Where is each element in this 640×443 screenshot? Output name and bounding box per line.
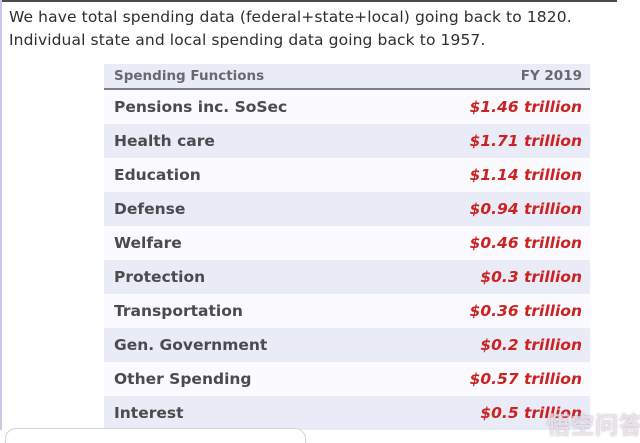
row-label: Welfare — [114, 234, 182, 252]
row-label: Transportation — [114, 302, 243, 320]
row-value: $0.5 trillion — [480, 404, 582, 422]
spending-table: Spending Functions FY 2019 Pensions inc.… — [104, 64, 590, 430]
cropped-panel-edge — [5, 428, 306, 443]
intro-line-1: We have total spending data (federal+sta… — [9, 8, 572, 26]
row-label: Gen. Government — [114, 336, 268, 354]
table-row: Transportation $0.36 trillion — [104, 294, 590, 328]
row-value: $0.36 trillion — [469, 302, 582, 320]
table-row: Protection $0.3 trillion — [104, 260, 590, 294]
table-row: Other Spending $0.57 trillion — [104, 362, 590, 396]
row-value: $0.94 trillion — [469, 200, 582, 218]
row-value: $0.3 trillion — [480, 268, 582, 286]
row-label: Interest — [114, 404, 184, 422]
table-row: Defense $0.94 trillion — [104, 192, 590, 226]
row-label: Education — [114, 166, 201, 184]
row-value: $0.57 trillion — [469, 370, 582, 388]
row-label: Protection — [114, 268, 206, 286]
table-row: Gen. Government $0.2 trillion — [104, 328, 590, 362]
content-block-left-border — [0, 0, 2, 430]
table-row: Education $1.14 trillion — [104, 158, 590, 192]
row-label: Pensions inc. SoSec — [114, 98, 288, 116]
row-value: $1.14 trillion — [469, 166, 582, 184]
table-row: Interest $0.5 trillion — [104, 396, 590, 430]
intro-text: We have total spending data (federal+sta… — [9, 6, 624, 52]
row-label: Health care — [114, 132, 215, 150]
row-label: Other Spending — [114, 370, 252, 388]
row-value: $1.71 trillion — [469, 132, 582, 150]
row-value: $1.46 trillion — [469, 98, 582, 116]
table-row: Health care $1.71 trillion — [104, 124, 590, 158]
table-body: Pensions inc. SoSec $1.46 trillion Healt… — [104, 90, 590, 430]
table-row: Pensions inc. SoSec $1.46 trillion — [104, 90, 590, 124]
content-block-top-border — [0, 0, 617, 2]
column-header-fy2019: FY 2019 — [520, 68, 582, 84]
row-value: $0.46 trillion — [469, 234, 582, 252]
row-label: Defense — [114, 200, 186, 218]
row-value: $0.2 trillion — [480, 336, 582, 354]
column-header-spending-functions: Spending Functions — [114, 68, 265, 84]
table-header-row: Spending Functions FY 2019 — [104, 64, 590, 90]
intro-line-2: Individual state and local spending data… — [9, 31, 486, 49]
table-row: Welfare $0.46 trillion — [104, 226, 590, 260]
